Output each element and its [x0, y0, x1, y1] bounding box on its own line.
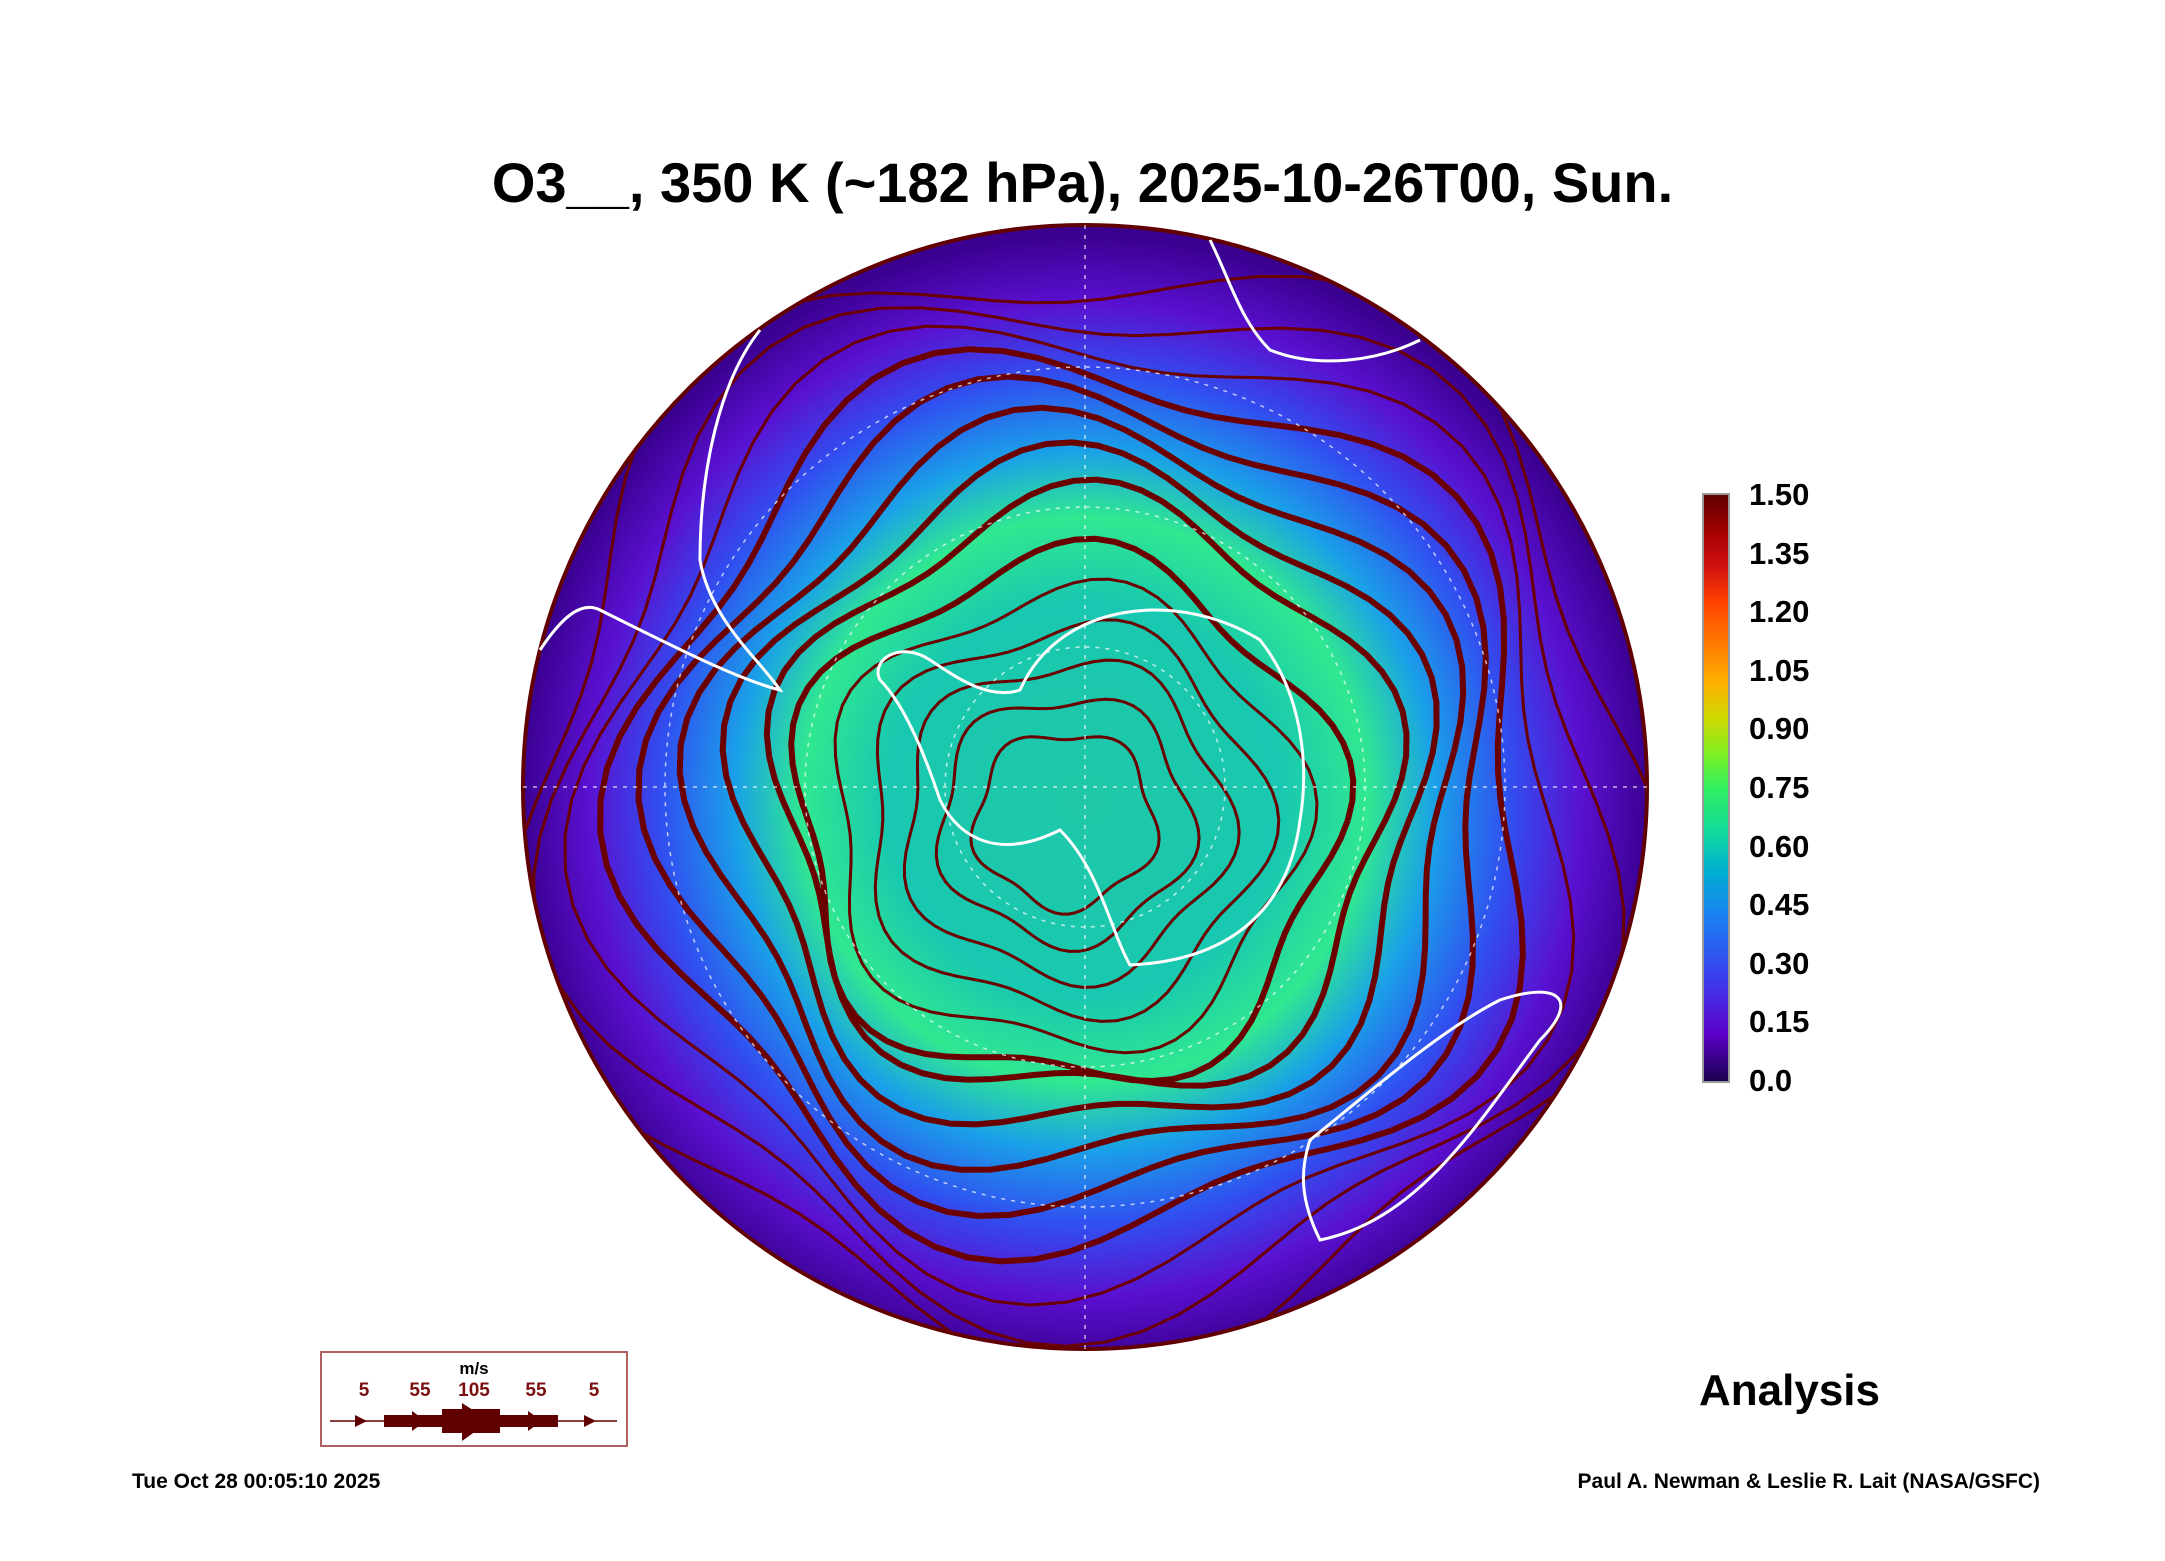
wind-legend-label: 5 [588, 1380, 600, 1401]
streamline [903, 658, 1241, 989]
streamline [969, 735, 1161, 916]
wind-legend-label: 55 [525, 1380, 547, 1401]
colorbar-tick-label: 0.60 [1749, 828, 1810, 864]
colorbar-tick-label: 0.15 [1749, 1004, 1810, 1040]
analysis-label: Analysis [1699, 1366, 1880, 1415]
colorbar-tick-label: 0.90 [1749, 711, 1810, 747]
streamline [833, 577, 1319, 1055]
streamline [676, 404, 1467, 1173]
wind-legend-arrows [330, 1403, 617, 1441]
colorbar-tick-label: 1.05 [1749, 652, 1810, 688]
wind-legend-unit: m/s [459, 1359, 489, 1378]
timestamp: Tue Oct 28 00:05:10 2025 [132, 1470, 381, 1493]
wind-streamlines [523, 274, 1647, 1349]
colorbar-tick-label: 0.30 [1749, 945, 1810, 981]
streamline [532, 306, 1626, 1348]
credit: Paul A. Newman & Leslie R. Lait (NASA/GS… [1577, 1470, 2040, 1493]
streamline [719, 439, 1440, 1128]
colorbar-tick-label: 1.50 [1749, 477, 1810, 512]
streamline [788, 535, 1357, 1085]
wind-legend-label: 55 [409, 1380, 431, 1401]
colorbar-tick-label: 1.20 [1749, 594, 1810, 630]
wind-legend-label: 105 [458, 1380, 490, 1401]
streamline [563, 324, 1576, 1307]
australia-coastline [1302, 990, 1563, 1242]
wind-legend-label: 5 [358, 1380, 370, 1401]
africa-coastline [1208, 239, 1421, 363]
colorbar [1702, 493, 1730, 1083]
colorbar-tick-label: 1.35 [1749, 535, 1810, 571]
streamline [873, 618, 1281, 1023]
colorbar-tick-label: 0.75 [1749, 770, 1810, 805]
wind-speed-legend: m/s 5 55 105 55 5 [320, 1351, 628, 1447]
graticule [523, 225, 1647, 1349]
colorbar-tick-label: 0.0 [1749, 1063, 1793, 1098]
streamline [635, 373, 1489, 1220]
south-america-coastline [538, 329, 784, 693]
chart-title: O3__, 350 K (~182 hPa), 2025-10-26T00, S… [491, 151, 1674, 214]
antarctica-coastline [876, 608, 1306, 967]
colorbar-tick-label: 0.45 [1749, 887, 1810, 923]
streamline [934, 697, 1201, 953]
streamline [763, 476, 1410, 1089]
